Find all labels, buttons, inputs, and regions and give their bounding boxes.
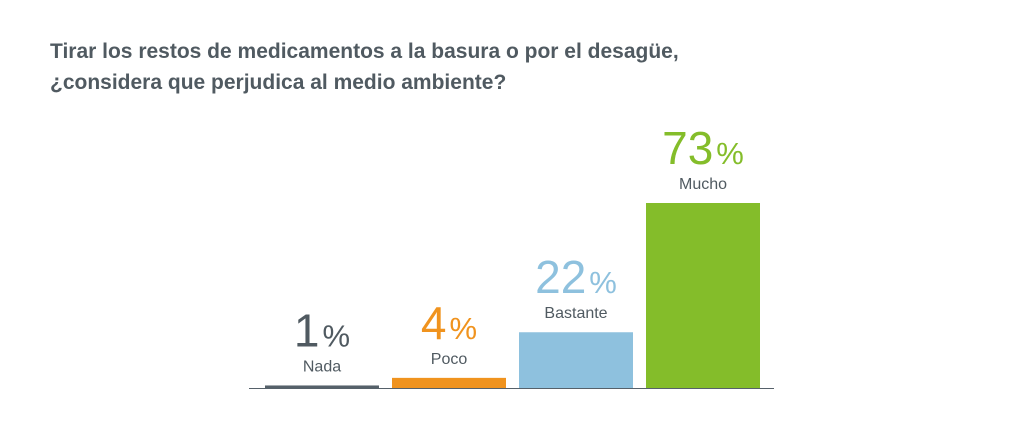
value-label-nada: 1% <box>294 304 350 356</box>
bar-bastante <box>519 332 633 388</box>
bar-mucho <box>646 203 760 388</box>
chart-title-line-2: ¿considera que perjudica al medio ambien… <box>50 71 507 94</box>
value-label-poco: 4% <box>421 297 477 349</box>
chart-title-line-1: Tirar los restos de medicamentos a la ba… <box>50 40 679 63</box>
category-label-poco: Poco <box>431 351 468 368</box>
chart-title: Tirar los restos de medicamentos a la ba… <box>50 36 950 98</box>
category-label-nada: Nada <box>303 358 341 375</box>
bar-poco <box>392 377 506 388</box>
value-label-mucho: 73% <box>662 122 744 174</box>
category-label-mucho: Mucho <box>679 176 727 193</box>
category-label-bastante: Bastante <box>544 305 607 322</box>
value-label-bastante: 22% <box>535 251 617 303</box>
bar-nada <box>265 385 379 388</box>
